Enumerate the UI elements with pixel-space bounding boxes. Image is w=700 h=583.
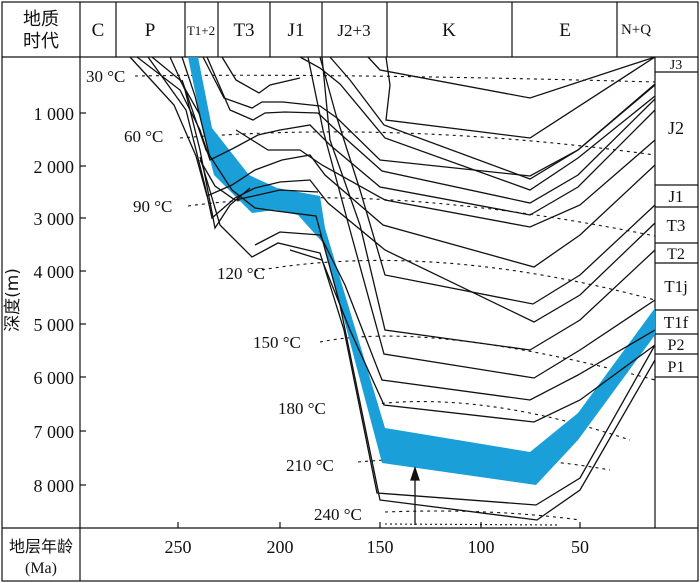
isotherm-label: 150 °C	[253, 333, 301, 352]
x-tick-label: 150	[367, 537, 394, 557]
burial-curve	[221, 56, 301, 94]
corner-label-line1: 地质	[23, 9, 59, 30]
isotherm-180	[367, 400, 631, 441]
y-tick-label: 5 000	[34, 315, 75, 335]
burial-curve	[206, 56, 656, 204]
y-tick-label: 4 000	[34, 262, 75, 282]
period-t3: T3	[233, 20, 254, 41]
isotherm-240	[384, 510, 581, 521]
stratum-label: J3	[670, 58, 682, 73]
y-axis: 1 000 2 000 3 000 4 000 5 000 6 000 7 00…	[3, 104, 86, 496]
period-p: P	[145, 20, 156, 41]
isotherm-150	[319, 335, 656, 381]
period-j2-3: J2+3	[337, 21, 370, 40]
x-axis-label-line2: (Ma)	[25, 560, 57, 577]
isotherm-label: 180 °C	[278, 399, 326, 418]
burial-curve	[385, 56, 656, 139]
base-line	[384, 523, 561, 526]
burial-curve	[147, 56, 656, 323]
isotherm-label: 210 °C	[286, 456, 334, 475]
burial-curve	[254, 231, 656, 401]
stratum-label: T1f	[664, 313, 689, 332]
period-e: E	[559, 20, 571, 41]
y-tick-label: 7 000	[34, 422, 75, 442]
x-tick-label: 100	[468, 537, 495, 557]
isotherm-label: 120 °C	[217, 264, 265, 283]
burial-curve	[235, 129, 656, 228]
burial-curve	[202, 56, 656, 177]
isotherm-label: 240 °C	[314, 505, 362, 524]
x-axis-label-line1: 地层年龄	[9, 537, 73, 556]
burial-curve	[299, 56, 656, 191]
y-tick-label: 8 000	[34, 476, 75, 496]
burial-curve	[169, 56, 251, 230]
x-tick-label: 250	[165, 537, 192, 557]
burial-curves	[129, 56, 656, 521]
isotherm-labels: 30 °C 60 °C 90 °C 120 °C 150 °C 180 °C 2…	[86, 67, 362, 524]
burial-curve	[307, 56, 656, 379]
stratum-label: J2	[668, 118, 684, 138]
burial-curve	[329, 56, 656, 180]
burial-curve	[319, 56, 656, 305]
isotherm-60	[179, 131, 656, 156]
period-j1: J1	[288, 20, 305, 41]
y-tick-label: 3 000	[34, 209, 75, 229]
strata-labels: J3 J2 J1 T3 T2 T1j T1f P2 P1	[664, 58, 689, 376]
period-nq: N+Q	[621, 22, 651, 38]
y-tick-label: 6 000	[34, 368, 75, 388]
burial-curve	[181, 56, 211, 159]
period-k: K	[442, 20, 456, 41]
x-tick-label: 50	[571, 537, 589, 557]
stratum-label: T1j	[664, 277, 688, 296]
y-axis-label: 深度(m)	[3, 268, 23, 332]
isotherm-label: 60 °C	[124, 127, 163, 146]
period-t1-2: T1+2	[187, 23, 215, 38]
y-tick-label: 2 000	[34, 157, 75, 177]
isotherm-label: 30 °C	[86, 67, 125, 86]
burial-curve	[321, 56, 656, 351]
burial-curve	[199, 156, 656, 506]
stratum-label: J1	[668, 187, 683, 206]
y-tick-label: 1 000	[34, 104, 75, 124]
burial-curve	[181, 79, 656, 521]
burial-curve	[367, 56, 656, 99]
period-c: C	[92, 20, 105, 41]
stratum-label: P1	[668, 359, 685, 376]
isotherm-label: 90 °C	[133, 197, 172, 216]
burial-curve	[199, 159, 319, 201]
isotherm-30	[134, 74, 656, 83]
x-tick-label: 200	[267, 537, 294, 557]
stratum-label: T3	[667, 216, 686, 235]
stratum-label: T2	[667, 246, 685, 263]
stratum-label: P2	[668, 337, 685, 354]
burial-curve	[136, 56, 656, 216]
marker-arrow	[410, 465, 420, 525]
burial-curve	[129, 56, 656, 268]
corner-label-line2: 时代	[23, 31, 59, 52]
x-axis: 250 200 150 100 50 地层年龄 (Ma)	[9, 522, 589, 577]
